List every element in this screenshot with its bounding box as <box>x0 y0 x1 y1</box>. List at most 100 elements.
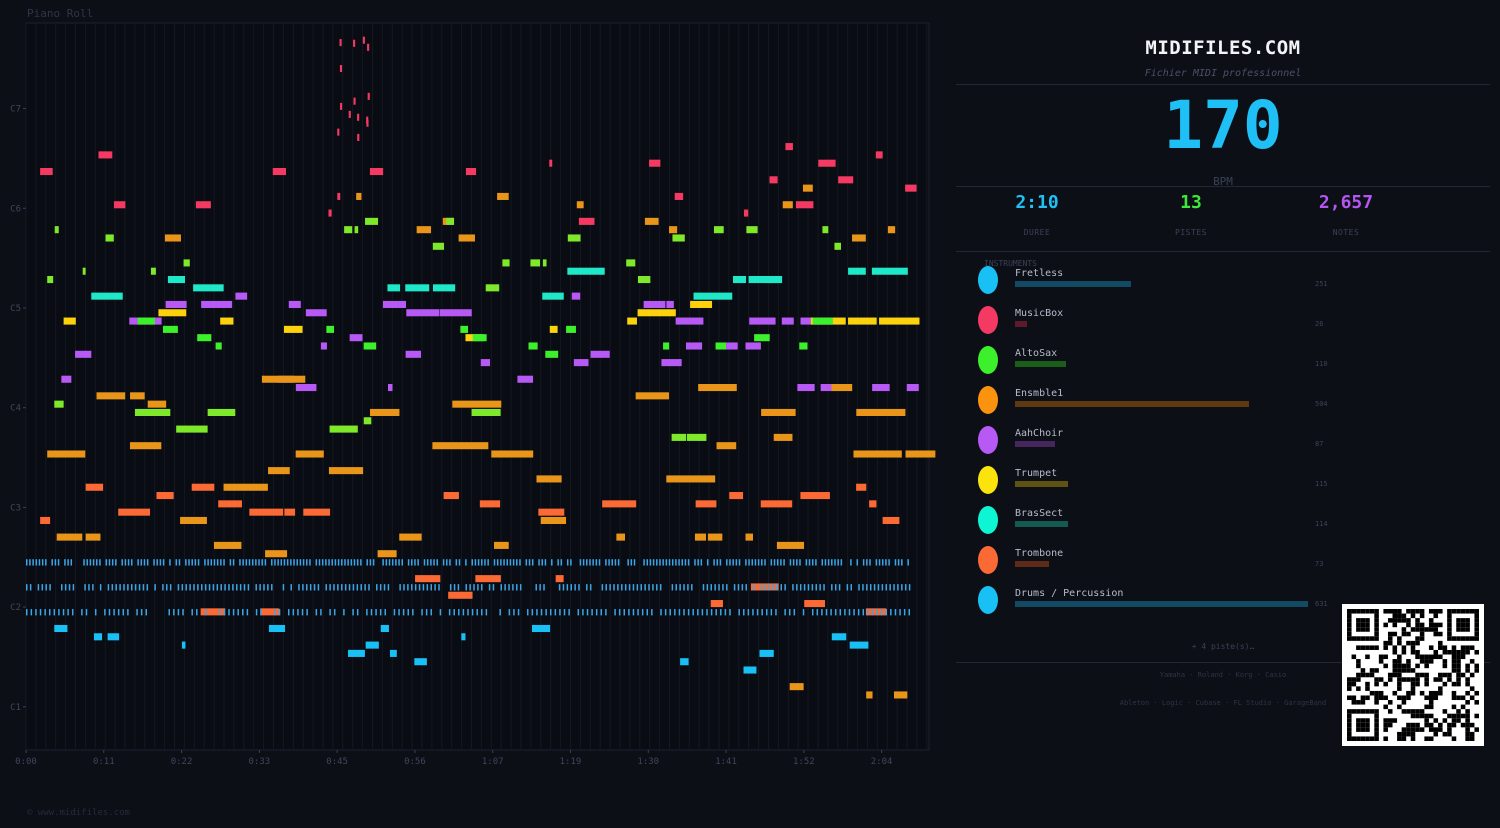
qr-module <box>1419 631 1425 637</box>
note <box>885 584 888 591</box>
note <box>716 442 737 450</box>
time-tick-label: 0:56 <box>404 757 426 767</box>
note <box>146 584 149 591</box>
note <box>111 559 114 566</box>
note <box>660 609 662 616</box>
note <box>181 641 186 649</box>
note <box>850 584 853 591</box>
note <box>542 292 564 300</box>
qr-module <box>1410 640 1416 646</box>
note <box>776 584 779 591</box>
pitch-tick-label: C1 <box>10 703 21 713</box>
instrument-color-dot <box>978 466 998 494</box>
note <box>446 559 448 566</box>
note <box>344 226 353 234</box>
qr-module <box>1465 713 1470 719</box>
note <box>39 609 42 616</box>
note <box>745 342 761 350</box>
note <box>665 559 668 566</box>
qr-module <box>1383 727 1388 732</box>
qr-module <box>1356 636 1361 641</box>
note <box>286 559 289 566</box>
note <box>614 559 617 566</box>
note <box>592 559 594 566</box>
qr-module <box>1438 686 1443 691</box>
note <box>579 559 582 566</box>
note <box>280 559 283 566</box>
note <box>567 234 581 242</box>
note <box>582 609 584 616</box>
qr-module <box>1469 645 1475 650</box>
qr-module <box>1447 622 1452 628</box>
qr-module <box>1465 663 1470 669</box>
note <box>329 584 331 591</box>
note <box>306 609 308 616</box>
qr-module <box>1397 695 1402 701</box>
note <box>811 584 814 591</box>
note <box>780 559 782 566</box>
note <box>834 242 842 250</box>
qr-module <box>1383 736 1388 741</box>
qr-module <box>1460 722 1466 728</box>
note <box>659 559 661 566</box>
qr-module <box>1474 713 1479 719</box>
note <box>733 584 736 591</box>
note <box>681 559 684 566</box>
note <box>235 292 248 300</box>
qr-module <box>1428 618 1434 623</box>
qr-module <box>1392 690 1398 696</box>
note <box>278 609 281 616</box>
qr-module <box>1347 722 1352 728</box>
note <box>724 609 727 616</box>
qr-module <box>1374 609 1379 614</box>
note <box>452 400 502 408</box>
note <box>506 559 508 566</box>
note <box>621 584 623 591</box>
note <box>669 226 678 234</box>
note <box>258 559 260 566</box>
qr-code[interactable] <box>1342 604 1484 746</box>
note <box>399 584 401 591</box>
note <box>848 317 877 325</box>
qr-module <box>1378 654 1384 660</box>
note <box>191 483 215 491</box>
instrument-note-count: 251 <box>1315 280 1328 288</box>
qr-module <box>1360 609 1366 614</box>
qr-module <box>1401 709 1407 714</box>
note <box>415 575 441 583</box>
note <box>228 584 230 591</box>
note <box>207 559 209 566</box>
qr-module <box>1410 722 1416 728</box>
qr-module <box>1415 663 1420 669</box>
note <box>775 609 777 616</box>
note <box>811 609 814 616</box>
qr-module <box>1397 613 1402 619</box>
qr-module <box>1347 681 1352 687</box>
qr-module <box>1360 718 1366 723</box>
qr-module <box>1428 690 1434 696</box>
note <box>574 584 576 591</box>
note <box>852 234 866 242</box>
note <box>337 192 341 200</box>
note <box>671 559 674 566</box>
note <box>67 559 69 566</box>
note <box>292 609 295 616</box>
note <box>96 392 126 400</box>
piano-roll[interactable]: C7 C6 C5 C4 C3 C2 C1 0:00 0:11 0:22 0:33 0:45 0:56 1:… <box>0 0 940 780</box>
note <box>189 584 191 591</box>
note <box>223 483 268 491</box>
note <box>71 609 74 616</box>
note <box>399 533 422 541</box>
note <box>783 559 785 566</box>
note <box>401 559 403 566</box>
qr-module <box>1451 718 1457 723</box>
qr-module <box>1428 700 1434 705</box>
note <box>362 36 365 44</box>
note <box>722 584 724 591</box>
divider <box>956 186 1490 187</box>
note <box>811 559 814 566</box>
qr-module <box>1433 731 1439 737</box>
qr-module <box>1456 709 1461 714</box>
qr-module <box>1410 727 1416 732</box>
note <box>467 609 469 616</box>
